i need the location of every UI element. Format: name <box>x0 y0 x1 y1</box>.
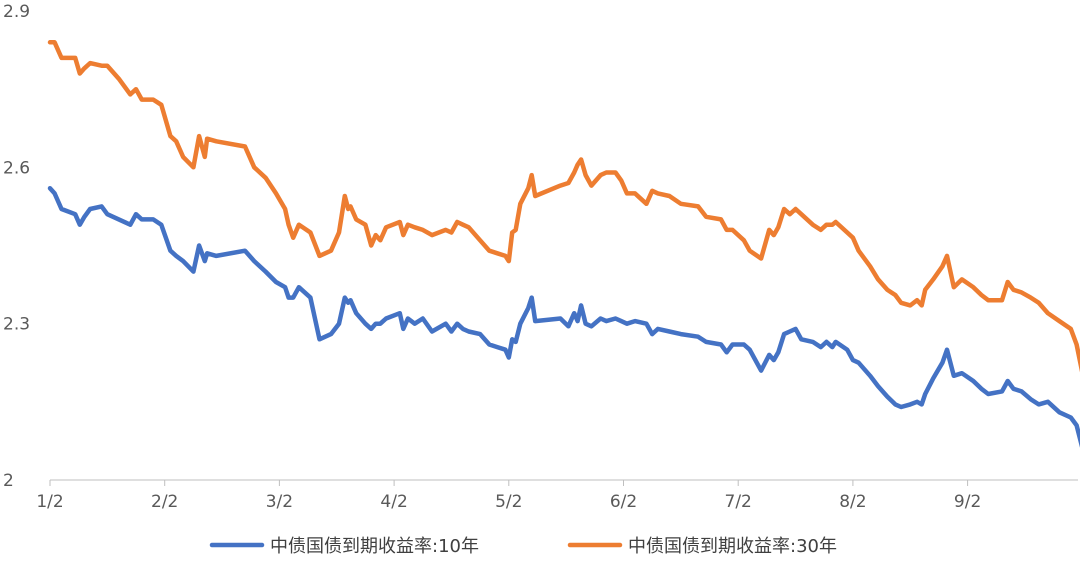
series-line-10y <box>47 185 1080 448</box>
x-tick-label: 3/2 <box>266 492 293 512</box>
x-axis-ticks: 1/2 2/2 3/2 4/2 5/2 6/2 7/2 8/2 9/2 <box>36 480 981 512</box>
x-tick-label: 7/2 <box>725 492 752 512</box>
y-tick-label: 2 <box>3 471 14 491</box>
x-tick-label: 2/2 <box>151 492 178 512</box>
x-tick-label: 8/2 <box>839 492 866 512</box>
series-line-30y <box>47 40 1080 373</box>
y-tick-label: 2.9 <box>3 2 30 22</box>
legend-label: 中债国债到期收益率:30年 <box>628 536 837 557</box>
y-tick-label: 2.3 <box>3 315 30 335</box>
series-lines <box>47 40 1080 448</box>
x-tick-label: 4/2 <box>380 492 407 512</box>
x-tick-label: 5/2 <box>495 492 522 512</box>
legend: 中债国债到期收益率:10年 中债国债到期收益率:30年 <box>209 536 837 557</box>
x-tick-label: 9/2 <box>954 492 981 512</box>
x-tick-label: 6/2 <box>610 492 637 512</box>
y-axis-tick-labels: 2 2.3 2.6 2.9 <box>3 2 30 491</box>
legend-label: 中债国债到期收益率:10年 <box>270 536 479 557</box>
y-tick-label: 2.6 <box>3 158 30 178</box>
x-tick-label: 1/2 <box>36 492 63 512</box>
